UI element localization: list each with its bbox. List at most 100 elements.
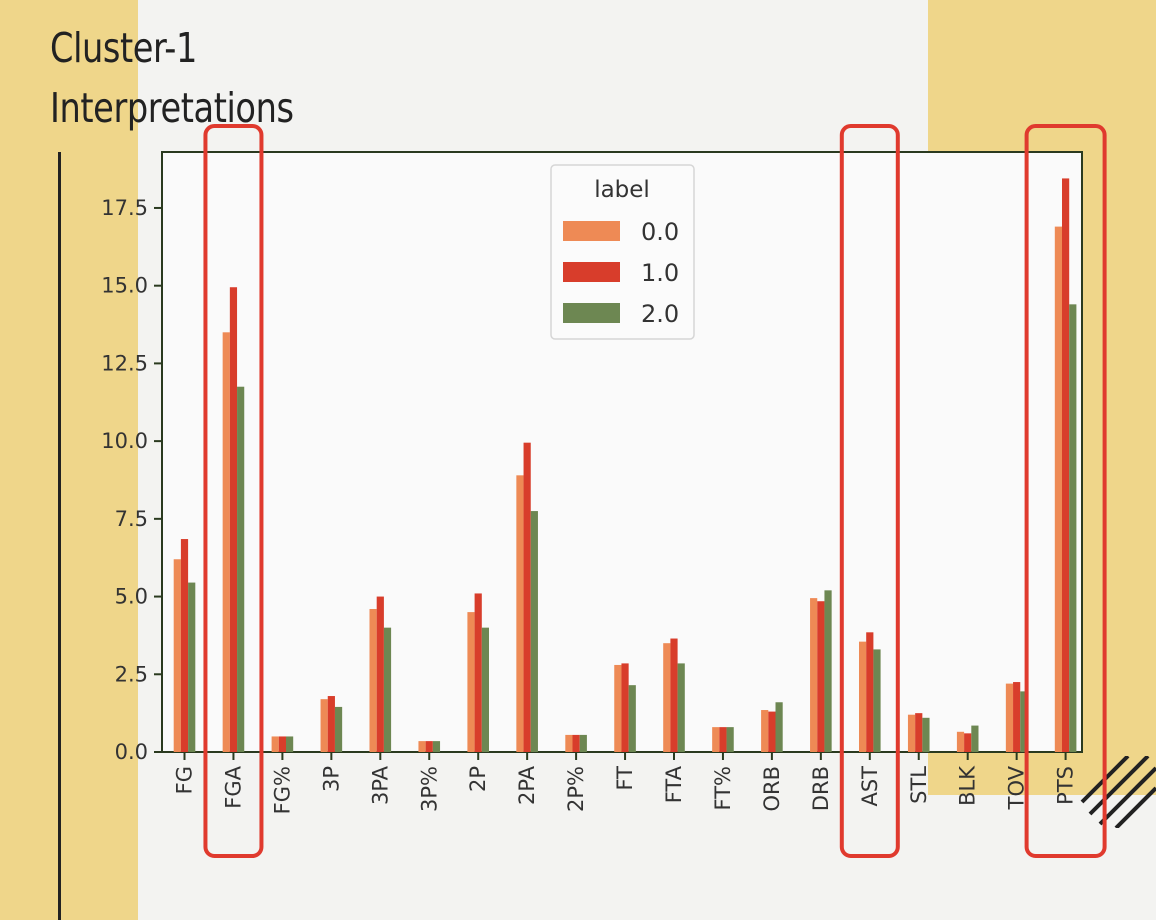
y-tick-label: 2.5 (115, 662, 148, 686)
x-tick-label: FGA (221, 765, 245, 808)
x-tick-label: 2P (466, 766, 490, 792)
legend-frame (550, 164, 695, 340)
bar-orb-series-2 (775, 702, 783, 752)
bar-fg-series-0 (173, 559, 181, 752)
legend-swatch-1 (563, 262, 620, 282)
bar-orb-series-0 (761, 710, 769, 752)
legend-label-2: 2.0 (641, 300, 679, 328)
highlight-box-pts (1024, 124, 1107, 858)
bar-fg-series-1 (180, 539, 189, 752)
x-tick-label: 3P (319, 766, 343, 792)
x-tick-label: FT (613, 766, 637, 791)
highlight-boxes (203, 124, 1107, 858)
bar-pts-series-2 (1069, 304, 1077, 752)
bar-ast-series-2 (873, 649, 881, 752)
legend-label-0: 0.0 (641, 218, 679, 246)
bar-3pa-series-1 (376, 596, 384, 752)
x-tick-label: PTS (1054, 766, 1078, 805)
legend-label-1: 1.0 (641, 259, 679, 287)
legend-title: label (594, 177, 650, 203)
bar-fga-series-0 (222, 332, 230, 752)
bar-ft-series-0 (614, 664, 622, 752)
x-tick-label: STL (907, 766, 931, 804)
bar-pts-series-1 (1062, 178, 1070, 752)
bar-2pa-series-0 (516, 475, 524, 752)
bar-2p-pct-series-1 (572, 734, 580, 752)
bar-fta-series-2 (677, 663, 685, 752)
bar-pts-series-0 (1054, 226, 1062, 753)
bar-3p-pct-series-2 (432, 741, 441, 752)
x-tick-label: AST (858, 766, 882, 807)
bar-fg-pct-series-1 (278, 736, 286, 752)
bar-fta-series-0 (663, 643, 671, 752)
bar-ast-series-0 (859, 641, 867, 752)
bar-orb-series-1 (768, 711, 776, 752)
y-tick-label: 5.0 (115, 585, 148, 609)
x-tick-label: BLK (956, 765, 980, 806)
bar-2p-pct-series-0 (565, 734, 573, 752)
x-tick-label: FTA (662, 765, 686, 803)
bar-fga-series-1 (229, 287, 238, 752)
highlight-box-ast (839, 124, 900, 858)
x-tick-label: 2P% (564, 766, 588, 812)
bar-fg-pct-series-0 (271, 736, 279, 752)
bar-ft-pct-series-1 (719, 727, 727, 752)
x-tick-label: ORB (760, 766, 784, 812)
bar-ft-series-1 (621, 663, 629, 752)
bar-drb-series-1 (817, 601, 825, 752)
left-accent-band (0, 0, 138, 920)
bar-tov-series-0 (1005, 683, 1014, 752)
legend-swatch-2 (563, 303, 620, 323)
bar-blk-series-2 (971, 725, 979, 752)
bar-2p-pct-series-2 (579, 734, 587, 752)
y-tick-label: 17.5 (101, 196, 148, 220)
bar-3pa-series-2 (383, 627, 392, 752)
bar-3p-series-1 (327, 696, 335, 752)
bars-group (173, 178, 1077, 753)
bar-fga-series-2 (237, 386, 245, 752)
x-tick-label: FG% (270, 766, 294, 814)
bar-blk-series-1 (964, 733, 972, 752)
x-tick-label: 2PA (515, 765, 539, 805)
legend-swatch-0 (563, 221, 620, 241)
bar-ft-pct-series-2 (726, 727, 734, 752)
x-tick-label: FG (173, 766, 197, 794)
bar-drb-series-0 (810, 598, 818, 752)
bar-2pa-series-1 (523, 442, 531, 752)
y-tick-label: 7.5 (115, 507, 148, 531)
bar-3p-series-2 (334, 706, 343, 752)
bar-2pa-series-2 (530, 511, 538, 752)
slide-title-line1: Cluster-1 (50, 24, 198, 72)
legend: label 0.0 1.0 2.0 (550, 164, 695, 340)
bar-fg-pct-series-2 (286, 736, 294, 752)
x-tick-label: FT% (711, 766, 735, 811)
x-tick-label: 3P% (417, 766, 441, 812)
slide-title: Cluster-1 Interpretations (50, 18, 294, 138)
bar-stl-series-0 (907, 714, 916, 752)
bar-3p-series-0 (320, 699, 328, 752)
highlight-box-fga (203, 124, 264, 858)
y-tick-label: 0.0 (115, 740, 148, 764)
bar-ast-series-1 (866, 632, 874, 752)
bar-drb-series-2 (824, 590, 832, 752)
bar-2p-series-2 (481, 627, 489, 752)
bar-fta-series-1 (670, 638, 678, 752)
y-tick-label: 12.5 (101, 351, 148, 375)
bar-tov-series-1 (1013, 682, 1021, 752)
bar-3p-pct-series-1 (425, 741, 433, 752)
bar-3p-pct-series-0 (418, 741, 426, 752)
x-tick-label: DRB (809, 766, 833, 811)
bar-2p-series-0 (467, 612, 475, 752)
y-tick-label: 10.0 (101, 429, 148, 453)
bar-2p-series-1 (474, 593, 482, 752)
vertical-rule (58, 152, 61, 920)
bar-fg-series-2 (188, 582, 196, 752)
bar-ft-series-2 (628, 685, 636, 752)
slide-title-line2: Interpretations (50, 84, 294, 132)
y-tick-label: 15.0 (101, 274, 148, 298)
bar-tov-series-2 (1020, 691, 1028, 752)
bar-stl-series-2 (922, 717, 930, 752)
bar-ft-pct-series-0 (712, 727, 720, 752)
bar-blk-series-0 (956, 731, 965, 752)
